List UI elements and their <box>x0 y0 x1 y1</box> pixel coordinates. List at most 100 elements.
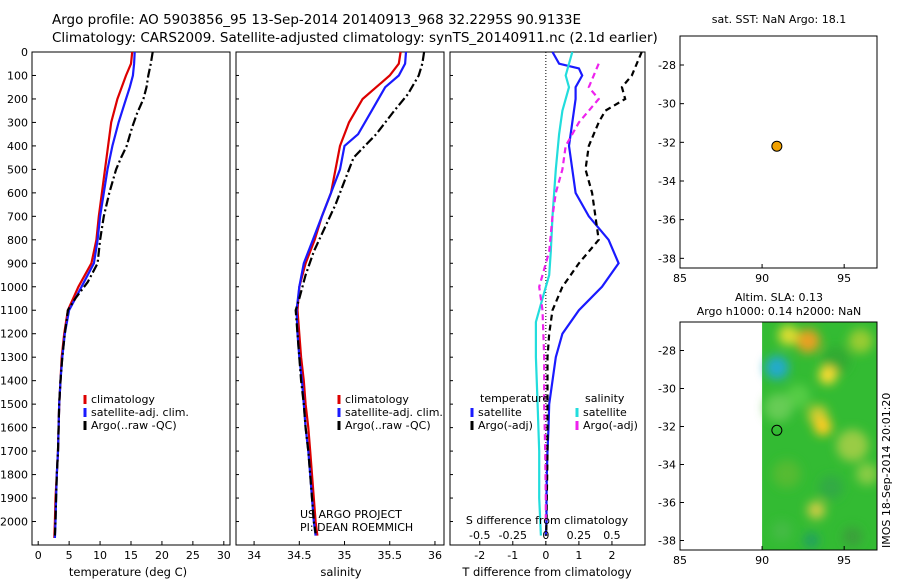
difference-panel-frame <box>449 51 646 546</box>
argo-float-marker <box>771 424 783 436</box>
map-y-tick-label: -30 <box>658 98 676 111</box>
temp-legend-label: Argo(..raw -QC) <box>91 419 177 432</box>
x-tick-label: 30 <box>217 549 231 562</box>
sla-blob <box>818 366 837 385</box>
sla-blob <box>856 463 877 485</box>
s-tick-label: -0.5 <box>469 529 490 542</box>
sla-blob <box>786 384 811 409</box>
y-tick-label: 1700 <box>0 445 28 458</box>
x-tick-label: -1 <box>507 549 518 562</box>
sla-blob <box>836 429 869 462</box>
map-x-tick-label: 95 <box>837 554 851 567</box>
sla-blob <box>796 329 821 353</box>
y-tick-label: 400 <box>7 140 28 153</box>
x-tick-label: 34 <box>247 549 261 562</box>
series-line-satellite-adj-clim- <box>295 51 408 536</box>
y-tick-label: 0 <box>21 46 28 59</box>
series-line-t-argo-adj- <box>545 51 643 536</box>
x-tick-label: 0 <box>35 549 42 562</box>
map-y-tick-label: -38 <box>658 535 676 548</box>
y-tick-label: 1800 <box>0 469 28 482</box>
y-tick-label: 800 <box>7 234 28 247</box>
s-tick-label: 0 <box>542 529 549 542</box>
project-annotation: US ARGO PROJECT <box>300 508 402 521</box>
series-line-s-satellite <box>534 51 574 536</box>
salinity-xlabel: salinity <box>320 565 361 579</box>
temp-legend-label: satellite-adj. clim. <box>91 406 189 419</box>
y-tick-label: 1600 <box>0 422 28 435</box>
sst-map-frame <box>679 35 878 269</box>
y-tick-label: 1000 <box>0 281 28 294</box>
map-x-tick-label: 90 <box>755 554 769 567</box>
sla-blob <box>778 325 799 346</box>
sla-map-frame <box>679 321 878 551</box>
map-x-tick-label: 90 <box>755 272 769 285</box>
temp-legend-label: climatology <box>91 393 155 406</box>
y-tick-label: 1200 <box>0 328 28 341</box>
sla-map-title-2: Argo h1000: 0.14 h2000: NaN <box>697 305 862 318</box>
map-y-tick-label: -38 <box>658 252 676 265</box>
y-tick-label: 600 <box>7 187 28 200</box>
x-tick-label: 20 <box>155 549 169 562</box>
map-x-tick-label: 85 <box>673 554 687 567</box>
sla-blob <box>848 329 873 353</box>
map-y-tick-label: -30 <box>658 383 676 396</box>
x-tick-label: -2 <box>474 549 485 562</box>
y-tick-label: 1300 <box>0 351 28 364</box>
map-y-tick-label: -28 <box>658 59 676 72</box>
x-tick-label: 25 <box>186 549 200 562</box>
y-tick-label: 700 <box>7 210 28 223</box>
map-x-tick-label: 85 <box>673 272 687 285</box>
figure-title: Argo profile: AO 5903856_95 13-Sep-2014 … <box>52 12 581 28</box>
x-tick-label: 2 <box>608 549 615 562</box>
salinity-panel-frame <box>235 51 445 546</box>
map-y-tick-label: -36 <box>658 497 676 510</box>
x-tick-label: 15 <box>124 549 138 562</box>
sla-blob <box>771 521 792 541</box>
x-tick-label: 1 <box>575 549 582 562</box>
map-x-tick-label: 95 <box>837 272 851 285</box>
sla-blob <box>803 532 820 549</box>
temperature-panel-frame <box>31 51 231 546</box>
imos-timestamp: IMOS 18-Sep-2014 20:01:20 <box>880 392 893 548</box>
map-y-tick-label: -28 <box>658 345 676 358</box>
y-tick-label: 500 <box>7 163 28 176</box>
y-tick-label: 1900 <box>0 492 28 505</box>
argo-float-marker <box>771 140 783 152</box>
sla-blob <box>764 393 793 422</box>
y-tick-label: 1500 <box>0 398 28 411</box>
difference-secondary-xlabel: S difference from climatology <box>466 514 629 527</box>
diff-legend-title: temperature <box>480 392 549 405</box>
diff-legend-s-label: Argo(-adj) <box>583 419 638 432</box>
series-line-argo-raw-qc- <box>53 51 154 536</box>
x-tick-label: 0 <box>542 549 549 562</box>
s-tick-label: -0.25 <box>499 529 527 542</box>
y-tick-label: 1400 <box>0 375 28 388</box>
map-y-tick-label: -36 <box>658 214 676 227</box>
s-tick-label: 0.25 <box>567 529 592 542</box>
temperature-xlabel: temperature (deg C) <box>69 565 187 579</box>
sal-legend-label: climatology <box>345 393 409 406</box>
x-tick-label: 10 <box>93 549 107 562</box>
sla-blob <box>772 460 801 488</box>
sla-blob <box>842 526 863 547</box>
pi-annotation: PI: DEAN ROEMMICH <box>300 521 413 534</box>
map-y-tick-label: -34 <box>658 175 676 188</box>
series-line-climatology <box>53 51 134 539</box>
diff-legend-s-label: satellite <box>583 406 627 419</box>
y-tick-label: 900 <box>7 257 28 270</box>
x-tick-label: 34.5 <box>287 549 312 562</box>
sla-blobs <box>764 325 877 549</box>
y-tick-label: 2000 <box>0 516 28 529</box>
map-y-tick-label: -32 <box>658 136 676 149</box>
sla-blob <box>819 475 844 500</box>
series-line-climatology <box>296 51 402 536</box>
diff-legend-t-label: Argo(-adj) <box>478 419 533 432</box>
sla-blob <box>807 501 826 520</box>
figure-subtitle: Climatology: CARS2009. Satellite-adjuste… <box>52 30 658 46</box>
x-tick-label: 5 <box>66 549 73 562</box>
s-tick-label: 0.5 <box>603 529 621 542</box>
diff-legend-title: salinity <box>585 392 625 405</box>
diff-legend-t-label: satellite <box>478 406 522 419</box>
